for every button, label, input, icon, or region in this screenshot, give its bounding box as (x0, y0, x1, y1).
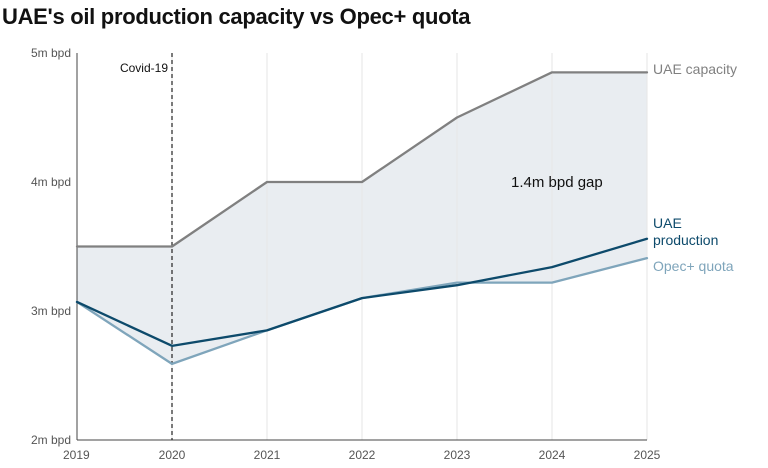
y-tick-label: 4m bpd (31, 175, 71, 189)
series-label-uae-production: production (653, 232, 718, 248)
y-tick-label: 5m bpd (31, 46, 71, 60)
gap-label: 1.4m bpd gap (511, 174, 603, 191)
covid-label: Covid-19 (120, 61, 168, 75)
series-label-uae-capacity: UAE capacity (653, 61, 737, 77)
x-tick-label: 2022 (349, 448, 376, 462)
x-tick-label: 2025 (634, 448, 661, 462)
x-tick-label: 2019 (63, 448, 90, 462)
series-label-uae-production: UAE (653, 215, 682, 231)
chart-title: UAE's oil production capacity vs Opec+ q… (2, 4, 471, 29)
annotations: Covid-19 1.4m bpd gap (120, 53, 603, 440)
y-tick-label: 2m bpd (31, 433, 71, 447)
x-tick-label: 2020 (159, 448, 186, 462)
series-line-uae-production (75, 237, 649, 347)
x-tick-label: 2024 (539, 448, 566, 462)
series-label-opec-quota: Opec+ quota (653, 258, 734, 274)
x-tick-label: 2021 (254, 448, 281, 462)
series-line-uae-capacity (75, 71, 649, 248)
x-tick-label: 2023 (444, 448, 471, 462)
series-lines (75, 71, 649, 366)
y-tick-label: 3m bpd (31, 304, 71, 318)
